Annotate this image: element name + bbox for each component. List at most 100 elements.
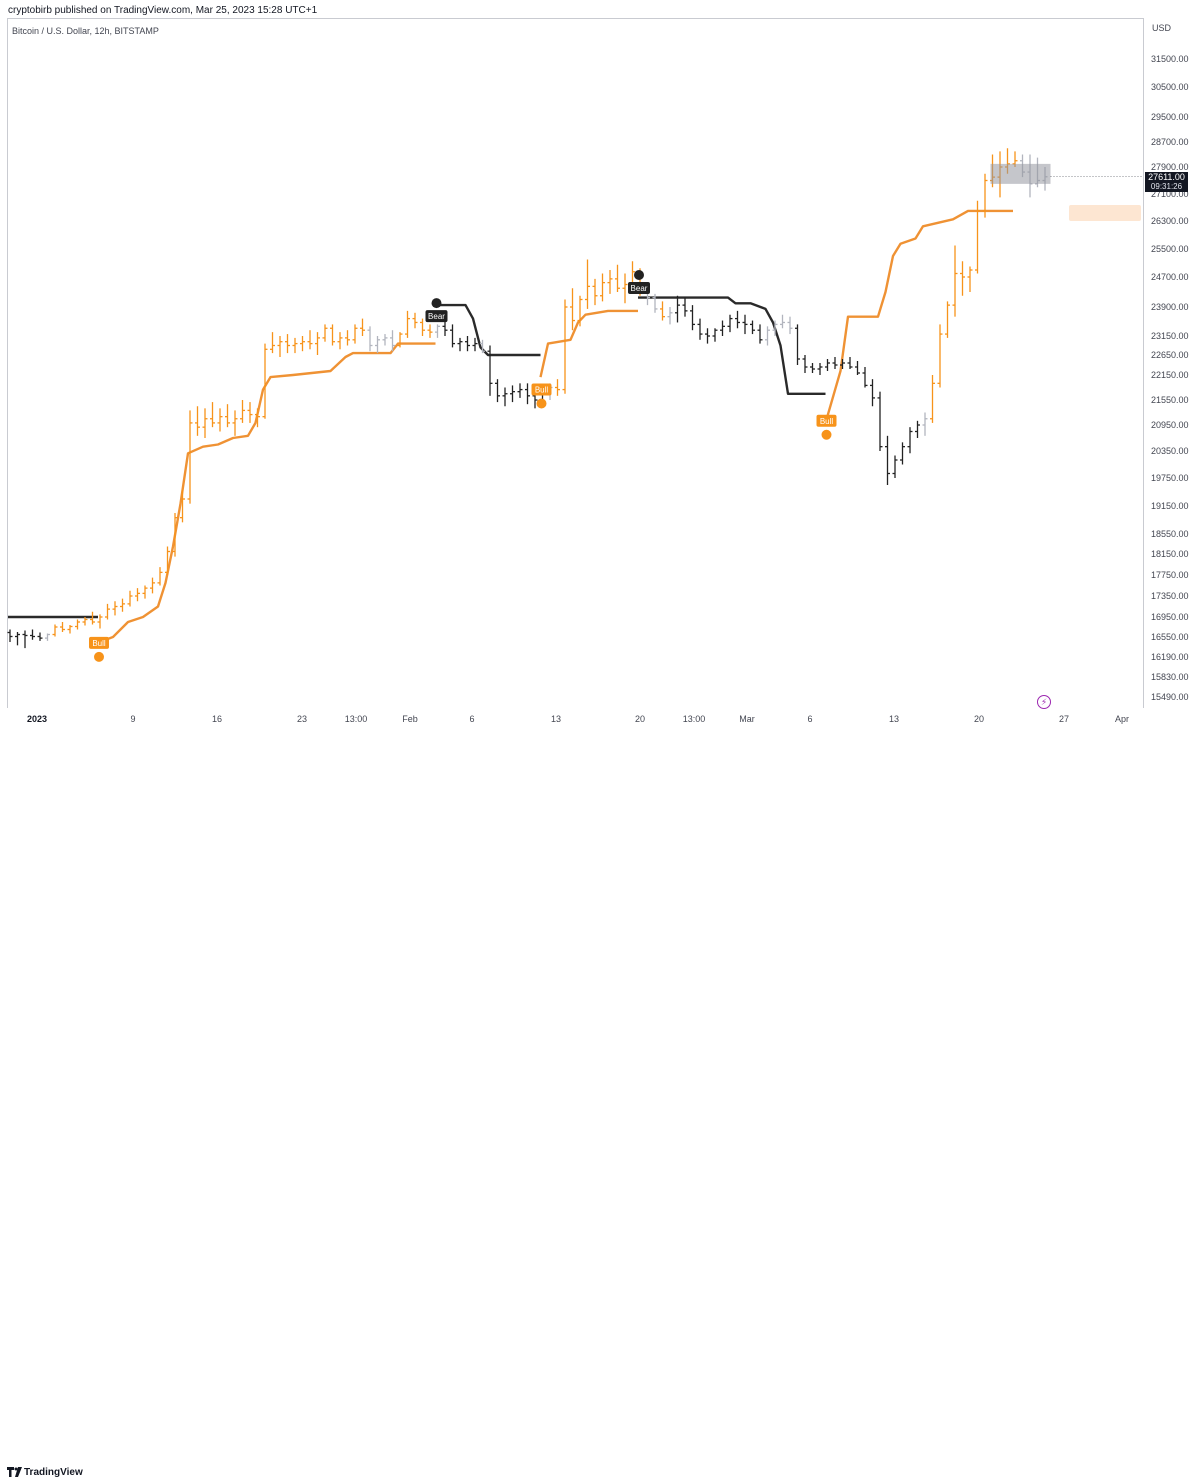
ohlc-bar (127, 590, 133, 607)
ohlc-bar (967, 266, 973, 292)
ohlc-bar (240, 400, 245, 423)
x-tick-label: 20 (974, 714, 984, 724)
bear-signal-dot (431, 298, 442, 309)
tradingview-brand[interactable]: TradingView (24, 1467, 83, 1478)
ohlc-bar (607, 270, 613, 294)
price-axis[interactable] (1143, 18, 1200, 708)
tradingview-logo-icon (7, 1467, 22, 1477)
ohlc-bar (172, 513, 178, 557)
ohlc-bar (795, 324, 800, 365)
bull-signal-box (816, 414, 837, 427)
x-tick-label: Feb (402, 714, 418, 724)
x-tick-label: 6 (807, 714, 812, 724)
ohlc-bar (727, 314, 733, 333)
y-tick-label: 30500.00 (1151, 82, 1189, 92)
x-tick-label: 13 (889, 714, 899, 724)
ohlc-bar (697, 318, 703, 340)
ohlc-bar (750, 320, 755, 335)
ohlc-bar (375, 336, 380, 354)
symbol-legend[interactable]: Bitcoin / U.S. Dollar, 12h, BITSTAMP (12, 26, 159, 36)
ohlc-bar (742, 314, 748, 335)
ohlc-bar (802, 355, 808, 373)
bear-trend-line (435, 303, 541, 357)
y-tick-label: 31500.00 (1151, 54, 1189, 64)
ohlc-bar (420, 318, 425, 336)
ohlc-bar (52, 624, 58, 637)
ohlc-bar (60, 622, 65, 632)
ohlc-bar (367, 326, 373, 352)
bull-signal-dot (821, 429, 832, 440)
ohlc-bar (427, 324, 433, 338)
ohlc-bar (555, 379, 560, 396)
y-tick-label: 16550.00 (1151, 632, 1189, 642)
x-tick-label: 16 (212, 714, 222, 724)
ohlc-bar (247, 402, 253, 423)
y-tick-label: 25500.00 (1151, 244, 1189, 254)
ohlc-bar (210, 402, 215, 428)
ohlc-bar (345, 330, 350, 346)
price-chart[interactable]: 31500.00 30500.00 29500.00 28700.00 27900.00… (0, 0, 1200, 754)
ohlc-bar (315, 332, 320, 355)
y-tick-label: 26300.00 (1151, 216, 1189, 226)
ohlc-bar (465, 336, 470, 352)
ohlc-bar (622, 273, 628, 304)
y-tick-label: 16950.00 (1151, 612, 1189, 622)
y-tick-label: 27100.00 (1151, 189, 1189, 199)
ohlc-bar (525, 383, 530, 405)
y-tick-label: 17750.00 (1151, 570, 1189, 580)
bear-trend-line (638, 296, 826, 395)
y-tick-label: 20350.00 (1151, 446, 1189, 456)
ohlc-bar (900, 442, 905, 465)
ohlc-bar (150, 577, 155, 594)
y-tick-label: 23900.00 (1151, 302, 1189, 312)
ohlc-bar (502, 387, 508, 407)
ohlc-bar (472, 337, 478, 352)
ohlc-bar (442, 320, 448, 336)
ohlc-bar (105, 603, 110, 620)
ohlc-bar (82, 617, 88, 626)
lightning-alert-icon[interactable]: ⚡ (1037, 695, 1051, 709)
y-tick-label: 29500.00 (1151, 112, 1189, 122)
y-tick-label: 17350.00 (1151, 591, 1189, 601)
ohlc-bar (825, 359, 830, 371)
ohlc-bar (585, 259, 590, 309)
bear-signal-box (425, 310, 448, 323)
ohlc-bar (187, 410, 193, 504)
ohlc-bar (255, 408, 260, 428)
ohlc-bar (592, 278, 598, 306)
ohlc-bar (75, 619, 80, 630)
ohlc-bar (870, 379, 875, 407)
x-tick-label: 2023 (27, 714, 47, 724)
y-tick-label: 23150.00 (1151, 331, 1189, 341)
ohlc-bar (787, 316, 793, 335)
ohlc-bar (667, 307, 673, 325)
ohlc-bar (120, 598, 125, 612)
ohlc-bar (840, 359, 845, 369)
x-tick-label: 27 (1059, 714, 1069, 724)
x-tick-label: Apr (1115, 714, 1129, 724)
bull-trend-line (97, 342, 436, 644)
ohlc-bar (457, 337, 463, 352)
ohlc-bar (322, 324, 328, 342)
ohlc-bar (217, 408, 223, 432)
ohlc-bar (285, 334, 290, 354)
x-tick-label: 6 (469, 714, 474, 724)
ohlc-bar (907, 427, 913, 454)
ohlc-bar (937, 324, 943, 388)
ohlc-bar (510, 385, 515, 403)
faded-line-label (1069, 205, 1141, 221)
ohlc-bar (7, 629, 13, 642)
current-range-box (990, 163, 1051, 184)
ohlc-bar (817, 363, 823, 375)
bull-trend-line (824, 209, 1013, 424)
ohlc-bar (157, 567, 163, 586)
ohlc-bar (270, 332, 275, 354)
ohlc-bar (450, 324, 455, 348)
y-tick-label: 19750.00 (1151, 473, 1189, 483)
ohlc-bar (97, 614, 103, 629)
x-tick-label: 9 (130, 714, 135, 724)
chart-pane[interactable] (7, 18, 1143, 708)
y-tick-label: 22650.00 (1151, 350, 1189, 360)
ohlc-bar (772, 320, 778, 336)
ohlc-bar (112, 601, 118, 616)
